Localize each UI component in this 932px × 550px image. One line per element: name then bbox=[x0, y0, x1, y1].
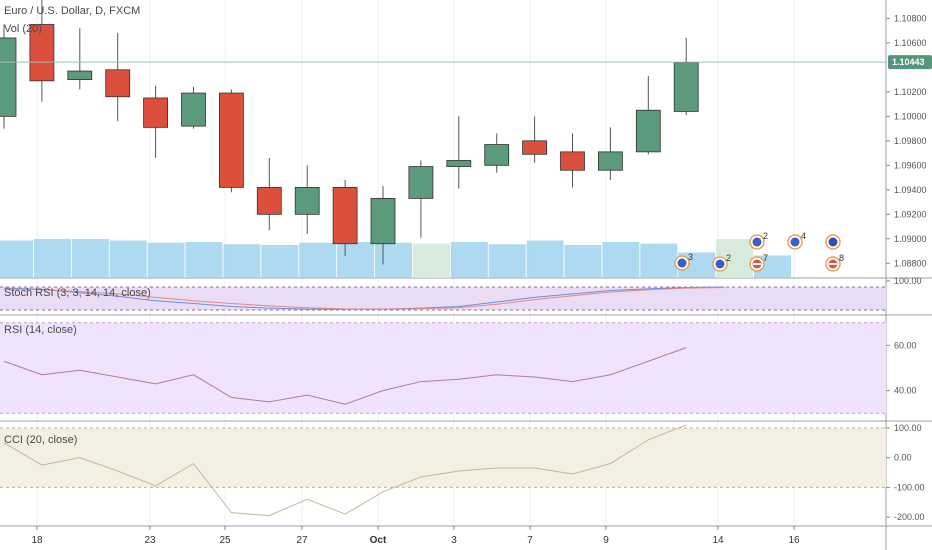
volume-bars bbox=[0, 239, 791, 278]
date-tick-label: 9 bbox=[603, 535, 609, 546]
candlesticks[interactable] bbox=[0, 0, 699, 265]
candle-body bbox=[332, 186, 358, 245]
volume-bar bbox=[299, 242, 337, 278]
volume-bar bbox=[33, 239, 71, 278]
stoch-rsi-band bbox=[0, 287, 886, 310]
volume-bar bbox=[337, 242, 375, 278]
candle-body bbox=[105, 69, 131, 98]
date-tick-label: 3 bbox=[451, 535, 457, 546]
cci-tick-label: -200.00 bbox=[894, 512, 925, 522]
cci-label: CCI (20, close) bbox=[4, 434, 78, 446]
candle-body bbox=[446, 160, 472, 167]
volume-bar bbox=[640, 243, 678, 278]
volume-bar bbox=[0, 240, 33, 278]
candle-body bbox=[294, 186, 320, 215]
indicator-bands bbox=[0, 286, 886, 488]
date-tick-label: 23 bbox=[144, 535, 156, 546]
event-count: 7 bbox=[763, 253, 768, 263]
stoch-rsi-label: Stoch RSI (3, 3, 14, 14, close) bbox=[4, 287, 151, 299]
cci-tick-label: 0.00 bbox=[894, 453, 912, 463]
candle-body bbox=[0, 37, 17, 117]
volume-bar bbox=[412, 243, 450, 278]
price-tick-label: 1.10000 bbox=[894, 111, 927, 121]
date-tick-label: 7 bbox=[527, 535, 533, 546]
last-price-tag bbox=[888, 55, 932, 70]
stoch-tick-label: 100.00 bbox=[894, 276, 922, 286]
flag-icon bbox=[715, 259, 725, 269]
rsi-line bbox=[3, 347, 687, 405]
event-count: 2 bbox=[726, 253, 731, 263]
indicator-lines bbox=[3, 286, 725, 517]
cci-tick-label: -100.00 bbox=[894, 482, 925, 492]
symbol-title: Euro / U.S. Dollar, D, FXCM bbox=[4, 5, 141, 17]
candle-body bbox=[522, 140, 547, 155]
last-price-label: 1.10443 bbox=[892, 57, 925, 67]
candle-body bbox=[256, 186, 282, 215]
candle-body bbox=[635, 109, 661, 153]
event-count: 8 bbox=[839, 253, 844, 263]
price-tick-label: 1.10200 bbox=[894, 87, 927, 97]
price-tick-label: 1.08800 bbox=[894, 258, 927, 268]
price-tick-label: 1.10800 bbox=[894, 13, 927, 23]
date-tick-label: 16 bbox=[788, 535, 800, 546]
price-tick-label: 1.09400 bbox=[894, 185, 927, 195]
date-axis[interactable]: 18 23 25 27 Oct 3 7 9 14 16 bbox=[31, 526, 800, 546]
candle-body bbox=[370, 197, 396, 245]
volume-bar bbox=[488, 244, 526, 278]
price-tick-label: 1.09600 bbox=[894, 160, 927, 170]
candle-body bbox=[67, 70, 93, 81]
candle-body bbox=[29, 24, 55, 82]
cci-tick-label: 100.00 bbox=[894, 423, 922, 433]
candle-body bbox=[673, 62, 699, 112]
price-tick-label: 1.09000 bbox=[894, 234, 927, 244]
date-tick-label: 14 bbox=[712, 535, 724, 546]
event-count: 3 bbox=[688, 252, 693, 262]
rsi-label: RSI (14, close) bbox=[4, 324, 77, 336]
event-count: 4 bbox=[801, 231, 806, 241]
flag-icon bbox=[828, 237, 838, 247]
volume-bar bbox=[261, 245, 299, 278]
price-tick-label: 1.10600 bbox=[894, 38, 927, 48]
candle-body bbox=[218, 92, 244, 188]
candle-body bbox=[181, 92, 206, 127]
flag-stripe bbox=[753, 263, 761, 265]
cci-line bbox=[3, 424, 687, 517]
date-tick-label: 27 bbox=[296, 535, 308, 546]
stoch-d-line bbox=[3, 286, 725, 310]
candle-body bbox=[408, 166, 434, 199]
price-tick-label: 1.09800 bbox=[894, 136, 927, 146]
date-tick-label: 18 bbox=[31, 535, 43, 546]
volume-bar bbox=[375, 242, 412, 278]
event-markers[interactable]: 3 2 2 4 7 8 bbox=[674, 231, 844, 272]
volume-bar bbox=[450, 242, 488, 278]
volume-bar bbox=[564, 245, 602, 278]
candle-body bbox=[484, 144, 510, 166]
event-count: 2 bbox=[763, 231, 768, 241]
candle-body bbox=[560, 151, 585, 171]
cci-band bbox=[0, 427, 886, 488]
rsi-tick-label: 60.00 bbox=[894, 340, 917, 350]
flag-icon bbox=[790, 237, 800, 247]
flag-icon bbox=[677, 258, 687, 268]
volume-bar bbox=[109, 240, 147, 278]
volume-bar bbox=[71, 239, 109, 278]
volume-bar bbox=[147, 242, 185, 278]
rsi-tick-label: 40.00 bbox=[894, 386, 917, 396]
volume-indicator-label: Vol (20) bbox=[4, 23, 42, 35]
price-tick-label: 1.09200 bbox=[894, 209, 927, 219]
volume-bar bbox=[185, 242, 223, 278]
volume-bar bbox=[602, 242, 640, 278]
price-axis[interactable]: 1.10800 1.10600 1.10200 1.10000 1.09800 1.096… bbox=[0, 13, 932, 522]
date-tick-label: 25 bbox=[219, 535, 231, 546]
flag-icon bbox=[752, 237, 762, 247]
candle-body bbox=[598, 151, 623, 171]
flag-stripe bbox=[829, 263, 837, 265]
date-tick-label: Oct bbox=[370, 535, 387, 546]
volume-bar bbox=[526, 240, 564, 278]
volume-bar bbox=[223, 244, 261, 278]
rsi-band bbox=[0, 322, 886, 414]
candle-body bbox=[143, 97, 169, 128]
